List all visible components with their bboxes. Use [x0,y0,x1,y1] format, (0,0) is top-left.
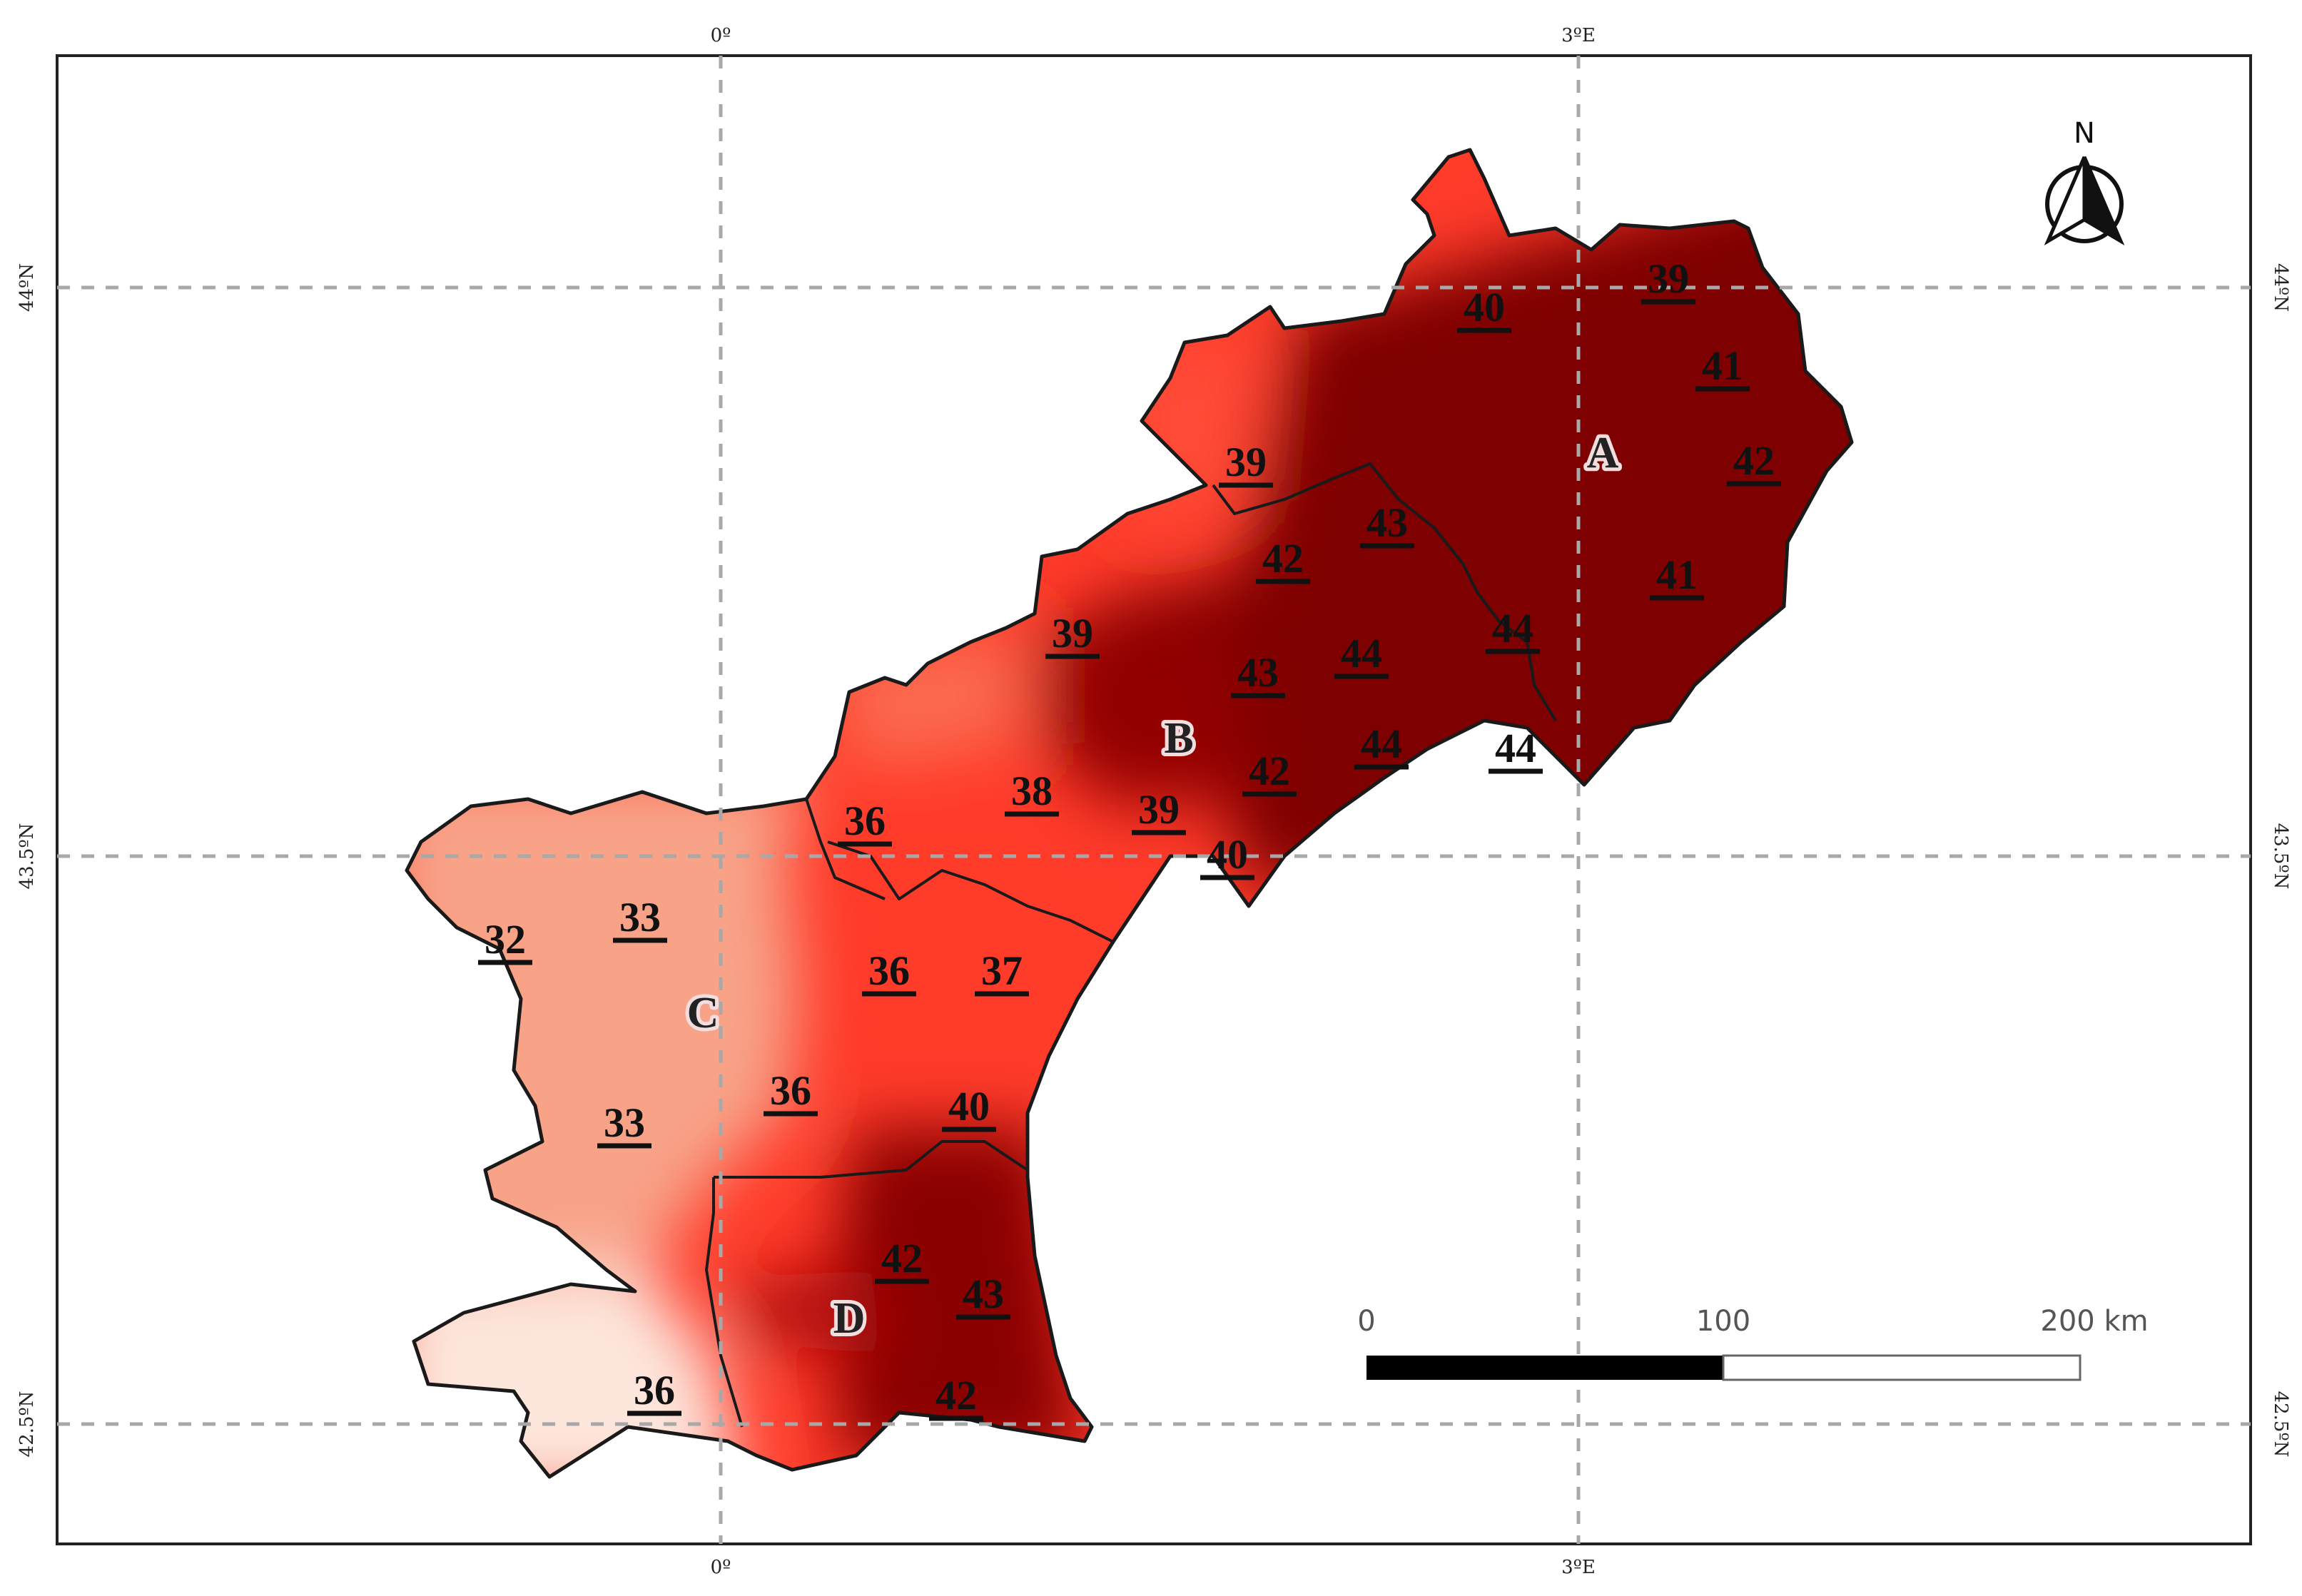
scale-label-100: 100 [1696,1305,1750,1338]
station-value: 43 [963,1271,1004,1317]
region-label-a: A [1587,429,1619,477]
latitude-label-left: 42.5ºN [16,1391,38,1458]
station-value: 44 [1492,605,1533,651]
station-value: 36 [770,1067,811,1114]
station-value: 36 [868,947,910,994]
study-area-boundary [405,148,1854,1479]
station-value: 39 [1225,439,1267,485]
station-value: 42 [1733,437,1775,484]
station-value: 39 [1138,786,1180,833]
longitude-label-top: 3ºE [1561,25,1596,46]
station-value: 40 [1464,284,1505,330]
station-values: 40 39 41 42 41 39 43 42 44 39 43 44 44 44 42 38 36 39 40 36… [478,255,1781,1421]
station-value: 38 [1011,768,1053,814]
north-arrow-label: N [2074,117,2095,150]
station-value: 42 [1249,748,1290,794]
station-value: 40 [1207,831,1248,878]
station-value: 41 [1656,552,1698,598]
station-value: 43 [1237,649,1279,696]
longitude-label-bottom: 0º [711,1557,731,1578]
latitude-label-left: 44ºN [16,263,38,312]
station-value: 44 [1495,725,1536,771]
region-labels: A B C D [684,425,1623,1346]
station-value: 42 [881,1235,923,1281]
station-value: 39 [1648,255,1689,302]
latitude-label-right: 42.5ºN [2270,1391,2291,1458]
station-value: 44 [1341,630,1382,676]
latitude-label-left: 43.5ºN [16,823,38,890]
latitude-label-right: 43.5ºN [2270,823,2291,890]
internal-boundaries [705,462,1557,1428]
north-arrow: N [2044,117,2125,246]
station-value: 36 [844,798,886,844]
region-label-d: D [833,1294,866,1343]
station-value: 33 [604,1099,645,1146]
longitude-label-bottom: 3ºE [1561,1557,1596,1578]
region-d-dark-area [828,1127,1085,1463]
graticule [57,56,2251,1544]
station-value: 37 [981,947,1023,994]
longitude-label-top: 0º [711,25,731,46]
station-value: 40 [948,1083,990,1129]
station-value: 41 [1702,342,1743,389]
station-value: 33 [619,894,661,940]
station-value: 32 [485,916,526,962]
station-value: 42 [935,1372,977,1418]
scale-label-200: 200 km [2040,1305,2148,1338]
scale-label-0: 0 [1357,1305,1375,1338]
latitude-label-right: 44ºN [2270,263,2291,312]
station-value: 44 [1361,721,1402,767]
region-label-c: C [687,989,719,1037]
station-value: 36 [634,1367,675,1413]
scale-bar: 0 100 200 km [1357,1305,2149,1381]
station-value: 39 [1052,610,1093,656]
station-value: 42 [1262,535,1304,581]
region-label-b: B [1164,714,1193,763]
station-value: 43 [1367,499,1408,546]
